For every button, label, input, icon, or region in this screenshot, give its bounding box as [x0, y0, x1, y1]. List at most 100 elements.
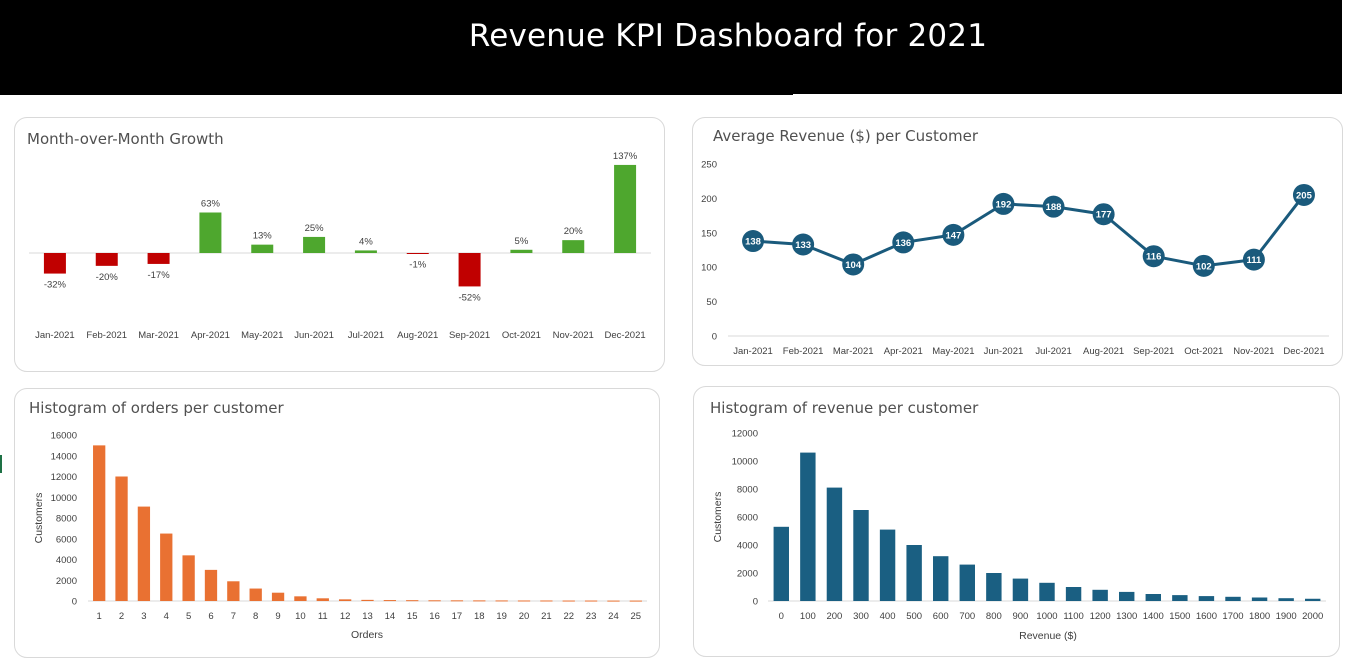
mom-x-tick-label: Feb-2021: [86, 330, 127, 341]
orders-x-tick-label: 16: [429, 611, 440, 622]
revenue-bar: [853, 510, 869, 601]
orders-y-tick-label: 4000: [56, 555, 77, 566]
orders-x-tick-label: 14: [385, 611, 396, 622]
revenue-bar: [933, 556, 949, 601]
revenue-x-axis-title: Revenue ($): [1019, 630, 1077, 642]
mom-x-tick-label: Mar-2021: [138, 330, 179, 341]
avg-data-label: 147: [945, 230, 961, 241]
orders-bar: [428, 600, 441, 602]
revenue-y-tick-label: 4000: [737, 541, 758, 552]
dashboard-header: Revenue KPI Dashboard for 2021: [0, 0, 1342, 95]
revenue-x-tick-label: 700: [959, 611, 975, 622]
orders-bar: [473, 600, 486, 602]
avg-data-point: [1092, 203, 1115, 226]
orders-bar: [249, 588, 262, 601]
avg-data-label: 133: [795, 240, 811, 251]
mom-x-tick-label: Apr-2021: [191, 330, 230, 341]
mom-data-label: 4%: [359, 236, 373, 247]
avg-data-point: [1192, 254, 1215, 277]
avg-data-label: 138: [745, 237, 761, 248]
revenue-bar: [1278, 598, 1294, 601]
mom-bar: [199, 212, 222, 253]
avg-data-point: [792, 233, 815, 256]
orders-x-tick-label: 23: [586, 611, 597, 622]
mom-data-label: -20%: [96, 272, 119, 283]
orders-x-axis-title: Orders: [351, 629, 383, 641]
orders-bar: [629, 600, 642, 602]
orders-y-tick-label: 16000: [51, 431, 77, 442]
avg-data-point: [892, 231, 915, 254]
revenue-x-tick-label: 2000: [1302, 611, 1323, 622]
mom-x-tick-label: Jan-2021: [35, 330, 75, 341]
orders-x-tick-label: 9: [275, 611, 280, 622]
avg-x-tick-label: Feb-2021: [783, 346, 824, 357]
orders-bar: [607, 600, 620, 602]
revenue-y-tick-label: 2000: [737, 569, 758, 580]
mom-x-tick-label: Sep-2021: [449, 330, 490, 341]
revenue-bar: [1012, 578, 1029, 601]
revenue-y-axis-title: Customers: [712, 492, 724, 543]
mom-bar: [354, 250, 377, 253]
orders-x-tick-label: 22: [563, 611, 574, 622]
orders-bar: [227, 581, 240, 601]
dashboard-title: Revenue KPI Dashboard for 2021: [468, 18, 988, 54]
revenue-bar: [1039, 582, 1055, 601]
mom-data-label: 63%: [201, 199, 221, 210]
revenue-histogram-panel[interactable]: Histogram of revenue per customer 0 2000 4…: [693, 386, 1340, 657]
orders-y-tick-label: 2000: [56, 576, 77, 587]
revenue-x-tick-label: 1500: [1169, 611, 1190, 622]
revenue-bar: [773, 526, 789, 601]
avg-y-tick-label: 100: [701, 263, 717, 274]
revenue-x-tick-label: 1600: [1196, 611, 1217, 622]
revenue-bar: [1119, 591, 1135, 601]
mom-bar: [303, 236, 326, 253]
avg-x-tick-label: Jan-2021: [733, 346, 773, 357]
revenue-x-tick-label: 1700: [1222, 611, 1243, 622]
avg-data-point: [942, 223, 965, 246]
mom-growth-chart-panel[interactable]: Month-over-Month Growth -32% Jan-2021 -20%…: [14, 117, 665, 372]
avg-data-label: 177: [1096, 210, 1112, 221]
revenue-x-tick-label: 400: [880, 611, 896, 622]
avg-data-label: 102: [1196, 261, 1212, 272]
orders-bar: [316, 598, 329, 601]
avg-data-point: [842, 253, 865, 276]
mom-x-tick-label: Jun-2021: [294, 330, 334, 341]
orders-y-tick-label: 14000: [51, 451, 77, 462]
orders-bar: [383, 600, 397, 602]
revenue-bar: [1251, 597, 1268, 601]
orders-bar: [450, 600, 464, 602]
orders-x-tick-label: 3: [141, 611, 146, 622]
avg-y-tick-label: 50: [706, 297, 717, 308]
mom-bar: [251, 244, 274, 253]
mom-x-tick-label: Aug-2021: [397, 330, 438, 341]
mom-x-tick-label: May-2021: [241, 330, 283, 341]
orders-x-tick-label: 24: [608, 611, 619, 622]
revenue-bar: [1145, 594, 1161, 601]
mom-data-label: 5%: [515, 236, 529, 247]
orders-histogram-panel[interactable]: Histogram of orders per customer 0 2000 40…: [14, 388, 660, 658]
avg-x-tick-label: Jun-2021: [984, 346, 1024, 357]
orders-bar: [495, 600, 508, 602]
orders-x-tick-label: 17: [452, 611, 463, 622]
mom-bar: [614, 164, 637, 253]
orders-histogram-title: Histogram of orders per customer: [29, 399, 284, 417]
orders-y-axis-title: Customers: [33, 493, 45, 544]
orders-x-tick-label: 6: [208, 611, 213, 622]
avg-x-tick-label: May-2021: [932, 346, 974, 357]
revenue-x-tick-label: 800: [986, 611, 1002, 622]
avg-series-line: [752, 194, 1306, 268]
orders-bar: [584, 600, 598, 602]
mom-data-label: -52%: [458, 292, 481, 303]
avg-data-point: [1242, 248, 1265, 271]
avg-y-tick-label: 200: [701, 194, 717, 205]
orders-bar: [182, 555, 195, 601]
mom-data-label: -1%: [409, 260, 426, 271]
avg-y-tick-label: 250: [701, 160, 717, 171]
sheet-edge-marker: [0, 455, 2, 473]
avg-revenue-chart-panel[interactable]: Average Revenue ($) per Customer 0 50 100 1…: [692, 117, 1343, 366]
orders-y-tick-label: 8000: [56, 514, 77, 525]
avg-y-tick-label: 150: [701, 228, 717, 239]
revenue-x-tick-label: 100: [800, 611, 816, 622]
avg-x-tick-label: Mar-2021: [833, 346, 874, 357]
